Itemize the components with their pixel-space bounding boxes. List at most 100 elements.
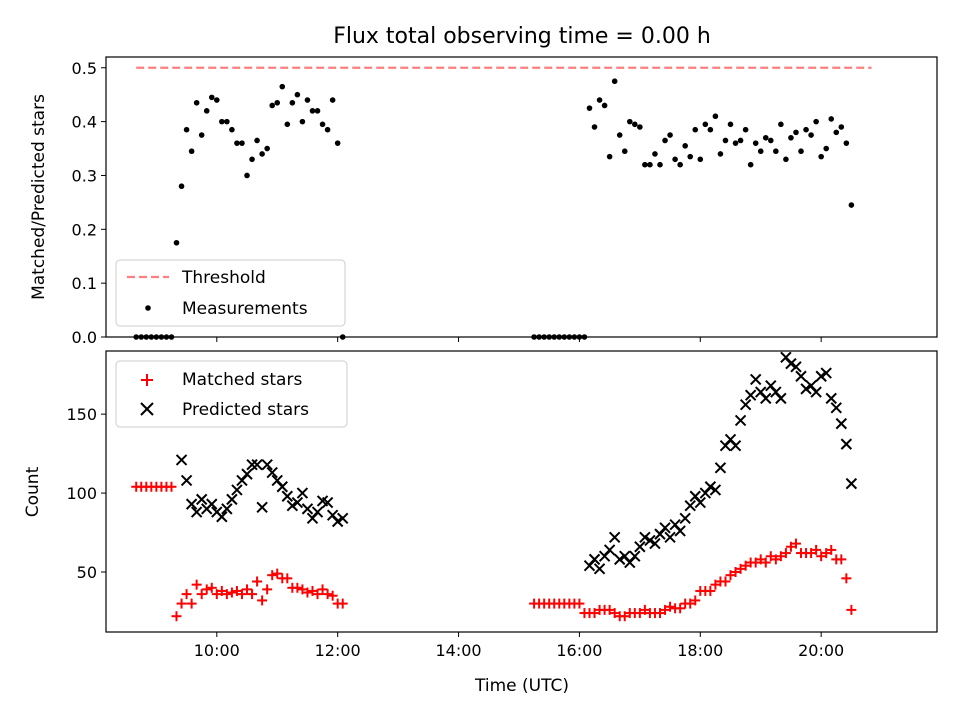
predicted-star-stroke-b: [845, 477, 858, 490]
matched-star-point: [236, 589, 247, 600]
bottom-panel: Count Time (UTC) 50 100 150 10:00 12:00 14:0…: [23, 350, 938, 696]
predicted-star-point: [185, 498, 198, 510]
predicted-star-point: [190, 506, 203, 518]
measurement-point: [717, 151, 724, 157]
matched-star-point: [705, 585, 716, 596]
predicted-star-point: [226, 493, 238, 506]
predicted-star-stroke-b: [251, 458, 263, 471]
predicted-star-stroke-b: [775, 392, 787, 405]
measurement-point: [768, 137, 774, 144]
predicted-star-point: [175, 454, 188, 466]
predicted-star-point: [810, 386, 822, 398]
predicted-star-stroke-b: [301, 503, 314, 515]
measurement-point: [813, 118, 819, 125]
legend-measurements-label: Measurements: [182, 299, 308, 319]
measurement-point: [229, 126, 235, 133]
predicted-star-point: [629, 550, 641, 562]
predicted-star-stroke-b: [256, 501, 268, 513]
matched-star-point: [302, 587, 313, 598]
matched-star-point: [770, 554, 781, 565]
predicted-star-point: [840, 438, 853, 450]
predicted-star-point: [674, 525, 686, 537]
measurement-point: [727, 121, 734, 128]
predicted-star-stroke-b: [261, 458, 273, 471]
matched-star-point: [181, 589, 192, 600]
matched-star-point: [231, 585, 242, 596]
measurement-point: [284, 121, 291, 128]
measurement-point: [712, 113, 719, 120]
matched-star-point: [186, 598, 197, 609]
predicted-star-point: [603, 544, 616, 556]
matched-star-point: [196, 589, 207, 600]
predicted-star-stroke-b: [684, 500, 696, 512]
predicted-star-stroke-b: [795, 370, 807, 382]
predicted-star-point: [815, 370, 827, 382]
measurement-point: [249, 156, 255, 163]
predicted-star-point: [835, 417, 848, 430]
measurement-point: [234, 140, 240, 146]
predicted-star-stroke-b: [790, 361, 802, 373]
predicted-star-stroke-b: [291, 496, 304, 509]
matched-star-point: [790, 538, 801, 549]
matched-star-point: [327, 590, 338, 601]
predicted-star-stroke-b: [815, 370, 827, 382]
matched-star-point: [750, 557, 761, 568]
matched-star-point: [604, 604, 615, 615]
predicted-star-point: [709, 484, 722, 496]
matched-star-point: [206, 582, 217, 593]
predicted-star-stroke-b: [634, 541, 646, 553]
measurement-point: [208, 94, 215, 101]
bottom-x-tick-label: 18:00: [677, 641, 723, 660]
measurement-point: [773, 148, 779, 155]
matched-star-point: [660, 604, 671, 615]
measurement-point: [254, 137, 260, 144]
matched-star-point: [755, 554, 766, 565]
predicted-star-point: [286, 500, 299, 512]
measurement-point: [778, 121, 784, 128]
predicted-star-stroke-b: [830, 402, 842, 414]
predicted-star-stroke-b: [241, 468, 253, 480]
measurement-point: [183, 126, 190, 133]
bottom-y-tick-label: 50: [77, 563, 97, 582]
predicted-star-stroke-b: [805, 380, 817, 392]
predicted-star-point: [679, 512, 691, 525]
predicted-star-stroke-b: [206, 498, 218, 510]
measurement-point: [742, 126, 749, 133]
matched-star-point: [806, 548, 817, 559]
measurement-point: [299, 118, 306, 125]
bottom-legend-box: [115, 360, 348, 428]
matched-star-point: [292, 582, 303, 593]
matched-star-point: [267, 570, 278, 581]
predicted-star-point: [276, 481, 288, 493]
predicted-star-point: [221, 503, 233, 515]
measurement-point: [596, 97, 603, 103]
measurement-point: [632, 121, 638, 128]
predicted-star-point: [588, 553, 601, 566]
predicted-star-point: [785, 357, 797, 370]
matched-star-point: [639, 604, 650, 615]
legend-predicted-swatch: [140, 402, 154, 416]
bottom-legend: Matched stars Predicted stars: [115, 360, 348, 428]
measurement-point: [269, 102, 276, 109]
predicted-star-point: [664, 531, 676, 543]
matched-star-point: [312, 589, 323, 600]
predicted-star-point: [825, 392, 837, 405]
predicted-star-stroke-b: [608, 531, 621, 543]
matched-star-point: [226, 587, 237, 598]
top-y-tick-label: 0.2: [72, 220, 97, 239]
matched-star-point: [221, 589, 232, 600]
matched-star-point: [297, 584, 308, 595]
matched-star-point: [609, 608, 620, 619]
predicted-star-point: [800, 383, 812, 395]
matched-star-point: [780, 548, 791, 559]
predicted-star-stroke-b: [185, 498, 198, 510]
measurement-point: [692, 126, 699, 133]
measurement-point: [219, 118, 225, 125]
predicted-star-point: [739, 398, 752, 411]
predicted-star-stroke-b: [780, 351, 792, 364]
measurement-point: [707, 126, 714, 133]
matched-star-point: [846, 604, 857, 615]
measurement-point: [793, 129, 799, 136]
predicted-star-point: [634, 541, 646, 553]
